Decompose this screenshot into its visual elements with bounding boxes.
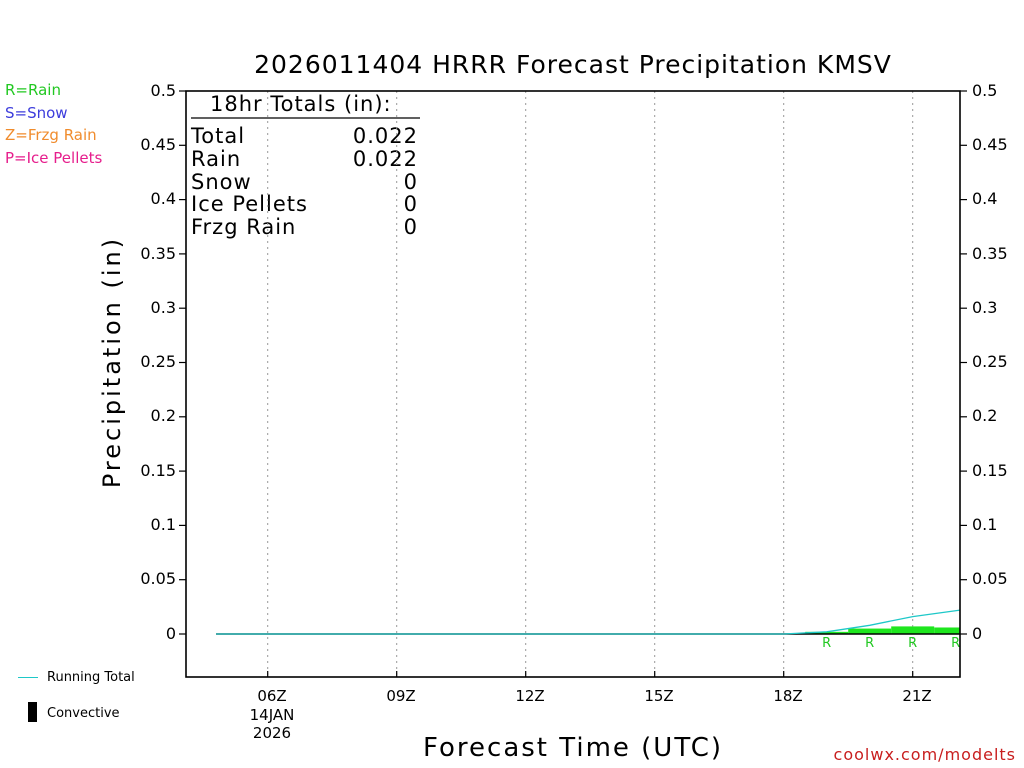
x-tick-label: 06Z — [257, 687, 287, 705]
precip-bar — [848, 628, 892, 634]
totals-label-frzg-rain: Frzg Rain — [191, 215, 297, 239]
legend-convective-text: Convective — [47, 706, 120, 721]
y-tick-left: 0.1 — [150, 515, 176, 534]
totals-header: 18hr Totals (in): — [210, 92, 392, 116]
y-tick-right: 0.35 — [972, 244, 1008, 263]
y-tick-right: 0.3 — [972, 298, 998, 317]
totals-value-rain: 0.022 — [352, 147, 418, 171]
x-tick-label: 15Z — [644, 687, 674, 705]
totals-value-frzg-rain: 0 — [403, 215, 418, 239]
ptype-letter: R — [865, 636, 874, 651]
ptype-letter: R — [951, 636, 960, 651]
x-tick-label: 21Z — [902, 687, 932, 705]
legend-running-total-text: Running Total — [47, 670, 135, 685]
y-tick-right: 0.1 — [972, 515, 998, 534]
x-tick-label: 18Z — [773, 687, 803, 705]
totals-value-ice-pellets: 0 — [403, 192, 418, 216]
ptype-letter: R — [908, 636, 917, 651]
x-tick-label: 09Z — [386, 687, 416, 705]
ptype-legend-rain: R=Rain — [5, 81, 61, 99]
y-tick-left: 0.5 — [150, 81, 176, 100]
ptype-legend-frzg-rain: Z=Frzg Rain — [5, 126, 97, 144]
precip-bar — [934, 627, 960, 634]
y-tick-left: 0.25 — [140, 352, 176, 371]
y-tick-left: 0.05 — [140, 569, 176, 588]
totals-value-total: 0.022 — [352, 124, 418, 148]
y-axis-label: Precipitation (in) — [98, 235, 126, 489]
y-tick-right: 0.45 — [972, 135, 1008, 154]
totals-label-snow: Snow — [191, 170, 252, 194]
chart-title: 2026011404 HRRR Forecast Precipitation K… — [254, 50, 892, 79]
y-tick-right: 0.5 — [972, 81, 998, 100]
y-tick-right: 0.15 — [972, 461, 1008, 480]
totals-label-rain: Rain — [191, 147, 242, 171]
y-tick-left: 0.15 — [140, 461, 176, 480]
totals-value-snow: 0 — [403, 170, 418, 194]
legend-convective-swatch — [28, 702, 37, 722]
ptype-legend-snow: S=Snow — [5, 104, 68, 122]
ptype-legend-ice-pellets: P=Ice Pellets — [5, 149, 103, 167]
precip-bar — [805, 631, 849, 634]
ptype-letter: R — [822, 636, 831, 651]
y-tick-right: 0.25 — [972, 352, 1008, 371]
y-tick-right: 0.05 — [972, 569, 1008, 588]
x-axis-label: Forecast Time (UTC) — [422, 733, 723, 763]
x-tick-label: 12Z — [515, 687, 545, 705]
x-date-year: 2026 — [252, 724, 292, 742]
totals-label-ice-pellets: Ice Pellets — [191, 192, 308, 216]
y-tick-left: 0.3 — [150, 298, 176, 317]
running-total-line — [216, 609, 961, 635]
y-tick-right: 0.4 — [972, 189, 998, 208]
y-tick-right: 0 — [972, 624, 983, 643]
legend-running-total-swatch — [18, 677, 38, 678]
y-tick-left: 0.35 — [140, 244, 176, 263]
precip-bar — [891, 626, 935, 634]
totals-label-total: Total — [191, 124, 246, 148]
y-tick-left: 0 — [165, 624, 176, 643]
y-tick-left: 0.2 — [150, 406, 176, 425]
y-tick-right: 0.2 — [972, 406, 998, 425]
y-tick-left: 0.4 — [150, 189, 176, 208]
y-tick-left: 0.45 — [140, 135, 176, 154]
credit-text: coolwx.com/modelts — [833, 745, 1016, 764]
x-date-day: 14JAN — [249, 706, 295, 724]
